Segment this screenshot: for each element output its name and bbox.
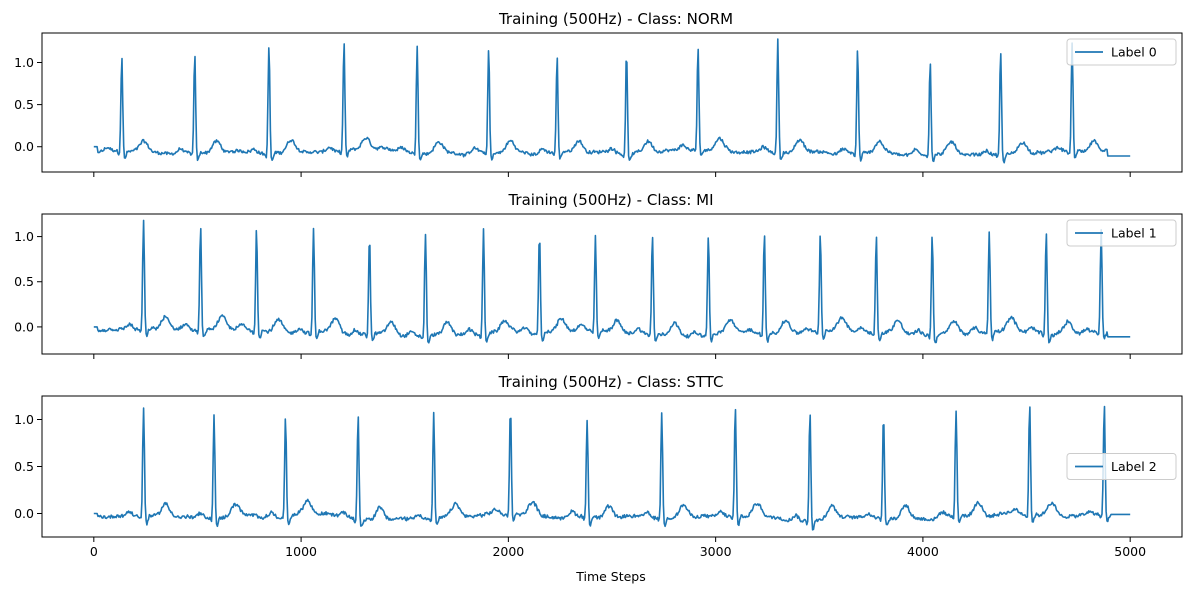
x-tick-label: 3000 [700,544,732,559]
legend: Label 2 [1066,453,1177,480]
legend-box [1066,38,1177,66]
axis-ticks: 0.0 0.5 1.0 [14,229,1131,359]
legend: Label 1 [1066,219,1177,247]
signal-line-group [93,38,1131,164]
legend-label: Label 0 [1111,45,1157,60]
subplot-norm: Training (500Hz) - Class: NORM 0.0 0.5 1.0… [14,10,1183,177]
y-tick-label: 0.5 [14,459,34,474]
y-tick-label: 0.5 [14,274,34,289]
y-tick-label: 1.0 [14,55,34,70]
signal-line-group [93,219,1131,344]
y-tick-label: 0.5 [14,97,34,112]
ecg-signal-line [93,38,1131,164]
x-tick-label: 0 [90,544,98,559]
x-axis-label: Time Steps [575,569,646,584]
x-tick-label: 4000 [907,544,939,559]
y-tick-label: 0.0 [14,319,34,334]
plot-area [41,32,1183,173]
axis-ticks: 0.0 0.5 1.0 0 1000 2000 3000 4000 5000 [14,412,1146,559]
legend-box [1066,453,1177,480]
legend-box [1066,219,1177,247]
y-tick-label: 1.0 [14,229,34,244]
subplot-title: Training (500Hz) - Class: NORM [498,10,733,28]
subplot-title: Training (500Hz) - Class: MI [507,191,713,209]
plot-area [41,213,1183,355]
axis-ticks: 0.0 0.5 1.0 [14,55,1131,177]
ecg-signal-line [93,405,1131,531]
y-tick-label: 1.0 [14,412,34,427]
subplot-title: Training (500Hz) - Class: STTC [498,373,724,391]
legend-label: Label 2 [1111,459,1157,474]
x-tick-label: 2000 [492,544,524,559]
subplot-sttc: Training (500Hz) - Class: STTC 0.0 0.5 1.0… [14,373,1183,559]
y-tick-label: 0.0 [14,506,34,521]
legend-label: Label 1 [1111,226,1157,241]
x-tick-label: 5000 [1114,544,1146,559]
x-tick-label: 1000 [285,544,317,559]
subplot-mi: Training (500Hz) - Class: MI 0.0 0.5 1.0 L… [14,191,1183,359]
ecg-signal-line [93,219,1131,344]
legend: Label 0 [1066,38,1177,66]
y-tick-label: 0.0 [14,139,34,154]
signal-line-group [93,405,1131,531]
